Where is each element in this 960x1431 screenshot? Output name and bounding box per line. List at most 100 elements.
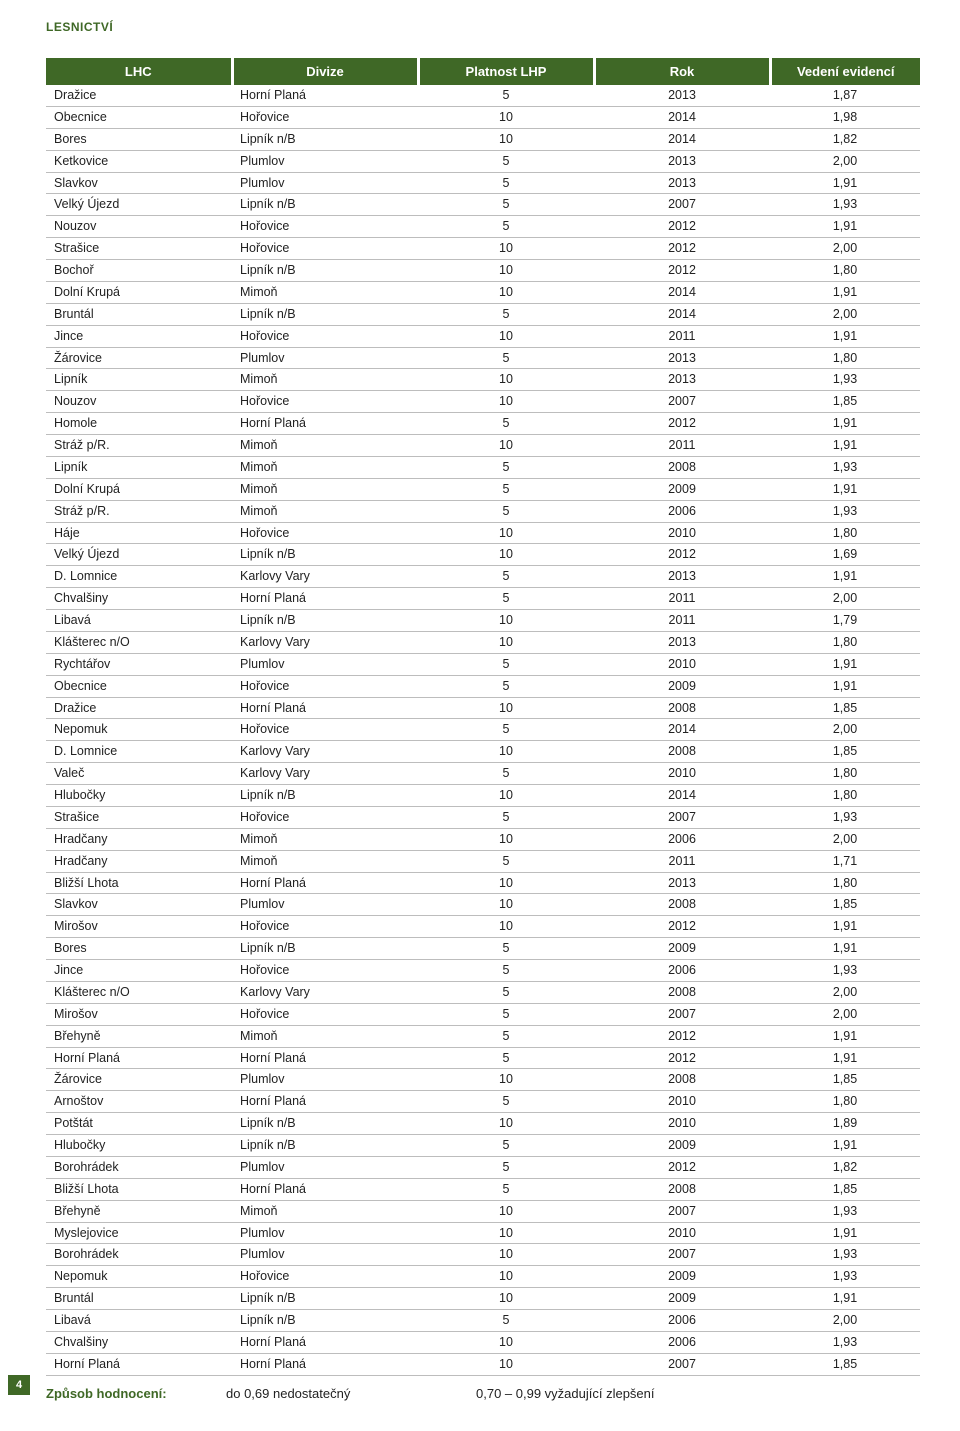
table-cell: 2,00 — [770, 303, 920, 325]
table-cell: 5 — [418, 653, 594, 675]
table-cell: 1,91 — [770, 1047, 920, 1069]
table-cell: 2013 — [594, 150, 770, 172]
table-cell: 10 — [418, 391, 594, 413]
page-number-badge: 4 — [8, 1375, 30, 1395]
table-cell: 1,85 — [770, 697, 920, 719]
table-cell: 1,98 — [770, 106, 920, 128]
table-cell: Hlubočky — [46, 1135, 232, 1157]
table-cell: 1,93 — [770, 1266, 920, 1288]
table-cell: 2013 — [594, 566, 770, 588]
table-cell: 2,00 — [770, 1310, 920, 1332]
table-cell: Plumlov — [232, 894, 418, 916]
table-cell: 5 — [418, 347, 594, 369]
table-cell: 2011 — [594, 850, 770, 872]
table-cell: 2006 — [594, 1310, 770, 1332]
table-cell: 5 — [418, 763, 594, 785]
table-cell: 5 — [418, 1025, 594, 1047]
table-cell: Dolní Krupá — [46, 281, 232, 303]
table-cell: 5 — [418, 850, 594, 872]
table-cell: Horní Planá — [46, 1047, 232, 1069]
table-cell: Mimoň — [232, 281, 418, 303]
table-cell: Žárovice — [46, 1069, 232, 1091]
table-cell: 2008 — [594, 1178, 770, 1200]
table-row: HlubočkyLipník n/B520091,91 — [46, 1135, 920, 1157]
table-cell: 1,80 — [770, 631, 920, 653]
table-cell: 2006 — [594, 1331, 770, 1353]
table-cell: 2008 — [594, 697, 770, 719]
table-cell: 5 — [418, 806, 594, 828]
table-row: NepomukHořovice520142,00 — [46, 719, 920, 741]
table-cell: 2,00 — [770, 981, 920, 1003]
table-row: StrašiceHořovice1020122,00 — [46, 238, 920, 260]
table-row: ŽárovicePlumlov1020081,85 — [46, 1069, 920, 1091]
table-cell: Strašice — [46, 806, 232, 828]
table-cell: 2010 — [594, 1113, 770, 1135]
table-cell: 1,80 — [770, 763, 920, 785]
table-row: SlavkovPlumlov520131,91 — [46, 172, 920, 194]
table-cell: Potštát — [46, 1113, 232, 1135]
table-cell: Horní Planá — [46, 1353, 232, 1375]
table-row: D. LomniceKarlovy Vary1020081,85 — [46, 741, 920, 763]
table-cell: 1,85 — [770, 894, 920, 916]
table-cell: Bores — [46, 938, 232, 960]
table-cell: Karlovy Vary — [232, 981, 418, 1003]
table-cell: 2,00 — [770, 828, 920, 850]
col-divize: Divize — [232, 58, 418, 85]
table-cell: Hořovice — [232, 916, 418, 938]
table-cell: Mimoň — [232, 500, 418, 522]
table-cell: Mimoň — [232, 369, 418, 391]
table-cell: 2014 — [594, 128, 770, 150]
table-cell: Dražice — [46, 697, 232, 719]
table-cell: Hořovice — [232, 675, 418, 697]
table-cell: 2012 — [594, 413, 770, 435]
table-cell: Hořovice — [232, 106, 418, 128]
table-row: Klášterec n/OKarlovy Vary520082,00 — [46, 981, 920, 1003]
table-cell: 1,91 — [770, 916, 920, 938]
footer-value-2: 0,70 – 0,99 vyžadující zlepšení — [476, 1386, 655, 1401]
table-cell: 2010 — [594, 653, 770, 675]
table-cell: Hořovice — [232, 238, 418, 260]
table-cell: 5 — [418, 981, 594, 1003]
table-cell: Hořovice — [232, 216, 418, 238]
table-cell: Mimoň — [232, 435, 418, 457]
table-cell: 10 — [418, 106, 594, 128]
table-cell: 1,85 — [770, 1353, 920, 1375]
table-cell: 5 — [418, 675, 594, 697]
table-cell: Libavá — [46, 1310, 232, 1332]
table-cell: 2010 — [594, 1091, 770, 1113]
table-row: MirošovHořovice1020121,91 — [46, 916, 920, 938]
table-cell: Lipník n/B — [232, 785, 418, 807]
table-cell: 10 — [418, 697, 594, 719]
table-cell: 1,85 — [770, 391, 920, 413]
table-cell: 1,91 — [770, 413, 920, 435]
table-row: ChvalšinyHorní Planá1020061,93 — [46, 1331, 920, 1353]
table-cell: 2,00 — [770, 1003, 920, 1025]
table-row: Horní PlanáHorní Planá1020071,85 — [46, 1353, 920, 1375]
table-cell: Klášterec n/O — [46, 631, 232, 653]
table-cell: 2009 — [594, 1266, 770, 1288]
table-row: ObecniceHořovice1020141,98 — [46, 106, 920, 128]
table-cell: Žárovice — [46, 347, 232, 369]
table-cell: 1,93 — [770, 500, 920, 522]
table-cell: Horní Planá — [232, 1178, 418, 1200]
table-cell: 2008 — [594, 894, 770, 916]
table-cell: Rychtářov — [46, 653, 232, 675]
table-body: DražiceHorní Planá520131,87ObecniceHořov… — [46, 85, 920, 1375]
table-cell: 5 — [418, 85, 594, 106]
table-cell: 2008 — [594, 981, 770, 1003]
table-row: Velký ÚjezdLipník n/B1020121,69 — [46, 544, 920, 566]
table-cell: Bochoř — [46, 260, 232, 282]
table-cell: Jince — [46, 325, 232, 347]
table-cell: 1,91 — [770, 938, 920, 960]
table-cell: Hořovice — [232, 1003, 418, 1025]
table-row: MirošovHořovice520072,00 — [46, 1003, 920, 1025]
table-cell: Plumlov — [232, 172, 418, 194]
table-row: Dolní KrupáMimoň520091,91 — [46, 478, 920, 500]
table-row: NepomukHořovice1020091,93 — [46, 1266, 920, 1288]
table-cell: 1,82 — [770, 128, 920, 150]
table-cell: Karlovy Vary — [232, 741, 418, 763]
table-cell: Lipník n/B — [232, 544, 418, 566]
table-row: JinceHořovice520061,93 — [46, 960, 920, 982]
table-cell: 10 — [418, 369, 594, 391]
table-cell: Lipník — [46, 369, 232, 391]
